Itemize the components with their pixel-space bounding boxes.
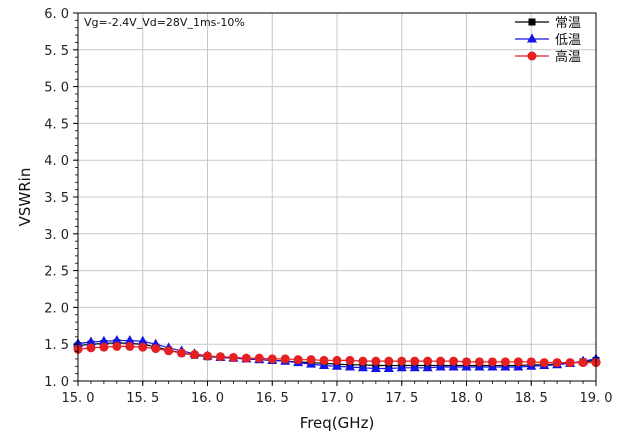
data-point-circle	[487, 357, 497, 367]
data-point-triangle	[332, 360, 342, 370]
data-point-triangle	[357, 362, 368, 372]
data-point-triangle	[370, 362, 381, 372]
data-point-circle	[306, 355, 316, 365]
y-tick-label: 1. 5	[44, 338, 69, 353]
data-point-circle	[86, 343, 96, 353]
data-point-circle	[462, 357, 471, 367]
data-point-triangle	[85, 336, 96, 346]
data-point-circle	[410, 356, 420, 366]
x-tick-label: 17. 0	[320, 391, 353, 406]
data-point-circle	[397, 356, 407, 366]
data-point-circle	[203, 351, 212, 361]
data-point-triangle	[527, 33, 537, 43]
data-point-circle	[474, 357, 484, 367]
data-point-circle	[526, 357, 536, 367]
data-point-circle	[371, 356, 381, 366]
x-tick-label: 18. 0	[450, 391, 483, 406]
series-layer	[73, 335, 601, 372]
data-point-circle	[138, 342, 148, 352]
y-tick-label: 4. 0	[44, 154, 69, 169]
y-tick-label: 5. 0	[44, 81, 69, 96]
data-point-circle	[99, 342, 109, 352]
y-tick-label: 6. 0	[44, 7, 69, 22]
data-point-circle	[345, 355, 355, 365]
data-point-circle	[267, 354, 277, 364]
data-point-circle	[190, 350, 200, 360]
y-tick-label: 2. 0	[44, 301, 69, 316]
y-tick-label: 4. 5	[44, 117, 69, 132]
data-point-circle	[319, 355, 329, 365]
data-point-square	[528, 18, 536, 26]
data-point-triangle	[111, 335, 122, 345]
data-point-triangle	[409, 362, 420, 372]
data-point-circle	[164, 346, 174, 356]
data-point-triangle	[435, 361, 446, 371]
legend-item: 常温	[515, 16, 581, 31]
data-point-circle	[565, 358, 575, 368]
grid-lines	[78, 13, 596, 381]
data-point-circle	[112, 341, 122, 351]
x-tick-label: 15. 5	[126, 391, 159, 406]
data-point-circle	[384, 356, 394, 366]
axes: 15. 0 15. 5 16. 0 16. 5 17. 0 17. 5 18. 0 18. 5…	[44, 7, 612, 406]
data-point-circle	[500, 357, 510, 367]
data-point-circle	[241, 353, 251, 363]
data-point-circle	[293, 355, 303, 365]
data-point-circle	[228, 352, 238, 362]
data-point-triangle	[422, 362, 433, 372]
y-axis-title: VSWRin	[16, 168, 34, 227]
x-axis-title: Freq(GHz)	[300, 414, 375, 432]
x-tick-label: 18. 5	[515, 391, 548, 406]
data-point-triangle	[98, 335, 109, 345]
x-tick-label: 17. 5	[385, 391, 418, 406]
data-point-circle	[125, 341, 135, 351]
legend-item: 低温	[515, 33, 581, 48]
data-point-triangle	[448, 361, 459, 371]
y-tick-label: 3. 5	[44, 191, 69, 206]
data-point-circle	[215, 352, 225, 362]
legend-label: 常温	[555, 16, 581, 31]
data-point-circle	[436, 356, 446, 366]
data-point-circle	[358, 356, 368, 366]
data-point-circle	[539, 358, 549, 368]
data-point-triangle	[344, 361, 355, 371]
data-point-circle	[254, 353, 264, 363]
data-point-circle	[332, 355, 342, 365]
chart-annotation: Vg=-2.4V_Vd=28V_1ms-10%	[84, 16, 245, 29]
y-tick-label: 1. 0	[44, 375, 69, 390]
data-point-circle	[527, 51, 537, 61]
data-point-triangle	[137, 335, 148, 345]
data-point-circle	[151, 344, 161, 354]
data-point-circle	[449, 356, 459, 366]
y-tick-label: 2. 5	[44, 265, 69, 280]
data-point-circle	[280, 354, 290, 364]
legend-label: 高温	[555, 49, 581, 65]
data-point-triangle	[383, 362, 394, 372]
x-tick-label: 15. 0	[61, 391, 94, 406]
legend-label: 低温	[555, 33, 581, 48]
x-tick-label: 16. 0	[191, 391, 224, 406]
data-point-circle	[513, 357, 523, 367]
y-tick-label: 3. 0	[44, 228, 69, 243]
data-point-triangle	[396, 362, 407, 372]
data-point-circle	[552, 358, 562, 368]
x-tick-label: 16. 5	[256, 391, 289, 406]
data-point-circle	[578, 358, 588, 368]
x-tick-label: 19. 0	[579, 391, 612, 406]
y-tick-label: 5. 5	[44, 44, 69, 59]
data-point-circle	[423, 356, 433, 366]
legend-item: 高温	[515, 49, 581, 65]
data-point-circle	[177, 348, 187, 358]
data-point-triangle	[124, 335, 135, 345]
